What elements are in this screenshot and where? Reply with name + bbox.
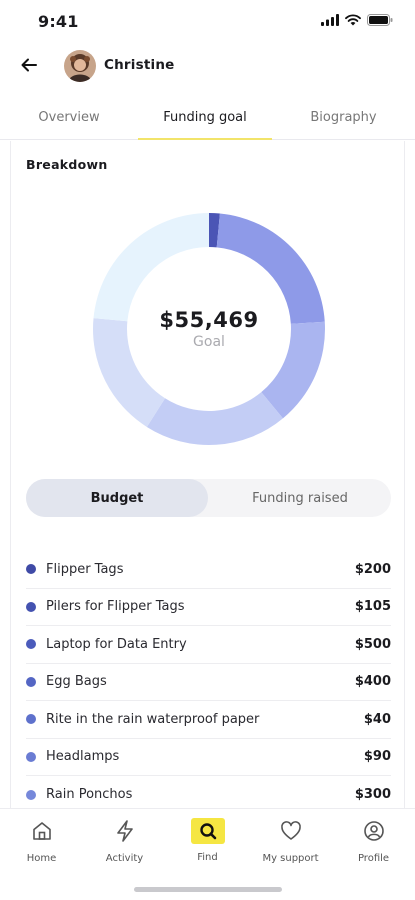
nav-my-support[interactable]: My support bbox=[249, 817, 332, 873]
legend-dot bbox=[26, 564, 36, 575]
profile-icon bbox=[357, 817, 391, 845]
nav-home[interactable]: Home bbox=[0, 817, 83, 873]
donut-slice-2 bbox=[261, 321, 325, 419]
home-icon bbox=[25, 817, 59, 845]
list-item[interactable]: Rain Ponchos $300 bbox=[26, 776, 391, 809]
nav-home-label: Home bbox=[26, 853, 57, 864]
item-amount: $200 bbox=[354, 561, 391, 577]
legend-dot bbox=[26, 714, 36, 725]
budget-toggle: Budget Funding raised bbox=[26, 479, 391, 517]
item-label: Headlamps bbox=[46, 749, 120, 765]
nav-find-label: Find bbox=[197, 852, 218, 863]
list-item[interactable]: Headlamps $90 bbox=[26, 739, 391, 776]
heart-icon bbox=[274, 817, 308, 845]
donut-slice-1 bbox=[216, 213, 325, 324]
donut-svg bbox=[93, 213, 325, 445]
tab-bar: Overview Funding goal Biography bbox=[0, 94, 415, 140]
legend-dot bbox=[26, 789, 36, 800]
item-amount: $105 bbox=[354, 599, 391, 615]
active-tab-indicator bbox=[138, 138, 272, 140]
tab-funding-goal[interactable]: Funding goal bbox=[163, 109, 247, 125]
donut-slice-0 bbox=[209, 213, 220, 248]
item-amount: $500 bbox=[354, 636, 391, 652]
status-bar: 9:41 bbox=[0, 0, 415, 44]
bottom-nav: Home Activity Find My support Profile bbox=[0, 808, 415, 900]
donut-center: $55,469 Goal bbox=[91, 211, 327, 447]
nav-profile-label: Profile bbox=[357, 853, 390, 864]
arrow-left-icon bbox=[19, 55, 39, 79]
status-icons bbox=[321, 14, 393, 26]
home-indicator bbox=[134, 887, 282, 892]
tab-biography[interactable]: Biography bbox=[310, 109, 377, 125]
item-label: Pilers for Flipper Tags bbox=[46, 599, 185, 615]
find-icon bbox=[190, 818, 225, 844]
legend-dot bbox=[26, 601, 36, 612]
item-amount: $40 bbox=[363, 711, 391, 727]
segment-budget[interactable]: Budget bbox=[26, 479, 208, 517]
back-button[interactable] bbox=[16, 54, 42, 80]
donut-slice-4 bbox=[93, 318, 166, 427]
nav-activity-label: Activity bbox=[105, 853, 144, 864]
segment-funding-raised[interactable]: Funding raised bbox=[252, 490, 348, 506]
nav-find[interactable]: Find bbox=[166, 817, 249, 873]
goal-label: Goal bbox=[193, 334, 225, 350]
legend-dot bbox=[26, 639, 36, 650]
item-label: Laptop for Data Entry bbox=[46, 636, 187, 652]
nav-profile[interactable]: Profile bbox=[332, 817, 415, 873]
profile-header: Christine bbox=[0, 44, 415, 90]
nav-my-support-label: My support bbox=[262, 853, 319, 864]
list-item[interactable]: Laptop for Data Entry $500 bbox=[26, 626, 391, 664]
nav-activity[interactable]: Activity bbox=[83, 817, 166, 873]
item-label: Rain Ponchos bbox=[46, 787, 133, 803]
bolt-icon bbox=[108, 817, 142, 845]
item-label: Flipper Tags bbox=[46, 561, 124, 577]
avatar[interactable] bbox=[64, 50, 96, 82]
item-amount: $400 bbox=[354, 674, 391, 690]
signal-icon bbox=[321, 14, 339, 26]
item-label: Egg Bags bbox=[46, 674, 107, 690]
item-label: Rite in the rain waterproof paper bbox=[46, 711, 260, 727]
item-amount: $300 bbox=[354, 787, 391, 803]
wifi-icon bbox=[345, 14, 361, 26]
list-item[interactable]: Pilers for Flipper Tags $105 bbox=[26, 589, 391, 626]
tab-overview[interactable]: Overview bbox=[38, 109, 100, 125]
breakdown-card: Breakdown $55,469 Goal Budget Funding ra… bbox=[10, 141, 405, 809]
legend-dot bbox=[26, 751, 36, 762]
donut-chart: $55,469 Goal bbox=[91, 211, 327, 447]
section-title: Breakdown bbox=[26, 157, 108, 172]
budget-list: Flipper Tags $200 Pilers for Flipper Tags $… bbox=[26, 551, 391, 809]
goal-amount: $55,469 bbox=[159, 308, 259, 332]
status-time: 9:41 bbox=[38, 12, 79, 31]
donut-slice-5 bbox=[93, 213, 209, 322]
profile-name: Christine bbox=[104, 57, 175, 73]
list-item[interactable]: Flipper Tags $200 bbox=[26, 551, 391, 589]
legend-dot bbox=[26, 676, 36, 687]
battery-icon bbox=[367, 14, 393, 26]
item-amount: $90 bbox=[363, 749, 391, 765]
list-item[interactable]: Egg Bags $400 bbox=[26, 664, 391, 701]
list-item[interactable]: Rite in the rain waterproof paper $40 bbox=[26, 701, 391, 739]
donut-slice-3 bbox=[146, 392, 283, 445]
